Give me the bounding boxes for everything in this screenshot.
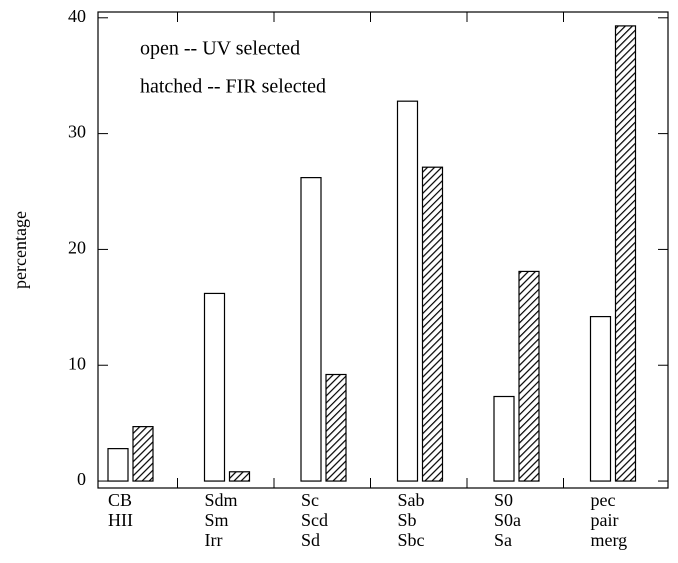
legend-entry: hatched -- FIR selected [140, 76, 326, 98]
x-tick-label: Sa [494, 530, 512, 550]
plot-frame [97, 11, 669, 489]
x-tick-label: Scd [301, 510, 328, 530]
x-tick-label: Sc [301, 490, 319, 510]
bar [203, 292, 226, 482]
bar [493, 395, 515, 482]
x-tick-label: merg [591, 530, 628, 550]
bar [589, 315, 612, 482]
x-tick-label: Sdm [205, 490, 238, 510]
x-tick-label: Sb [398, 510, 417, 530]
bar [421, 166, 444, 482]
bar [614, 25, 637, 482]
x-tick-label: pair [591, 510, 619, 530]
x-tick-label: Sab [398, 490, 425, 510]
x-tick-label: Irr [205, 530, 223, 550]
y-tick-label: 40 [68, 6, 86, 26]
y-tick-label: 20 [68, 238, 86, 258]
x-tick-label: HII [108, 510, 133, 530]
bar [518, 270, 540, 482]
bar [107, 448, 129, 482]
bar [228, 471, 251, 482]
legend-entry: open -- UV selected [140, 38, 300, 60]
y-tick-label: 0 [77, 469, 86, 489]
bar [325, 373, 347, 482]
y-tick-label: 10 [68, 353, 86, 373]
x-tick-label: CB [108, 490, 132, 510]
x-tick-label: Sm [205, 510, 229, 530]
bar [132, 426, 154, 482]
bar [300, 177, 322, 482]
bar [396, 100, 419, 482]
x-tick-label: pec [591, 490, 616, 510]
y-tick-label: 30 [68, 122, 86, 142]
x-tick-label: S0 [494, 490, 513, 510]
x-tick-label: Sbc [398, 530, 425, 550]
x-tick-label: Sd [301, 530, 320, 550]
y-axis-label: percentage [10, 211, 30, 289]
x-tick-label: S0a [494, 510, 521, 530]
